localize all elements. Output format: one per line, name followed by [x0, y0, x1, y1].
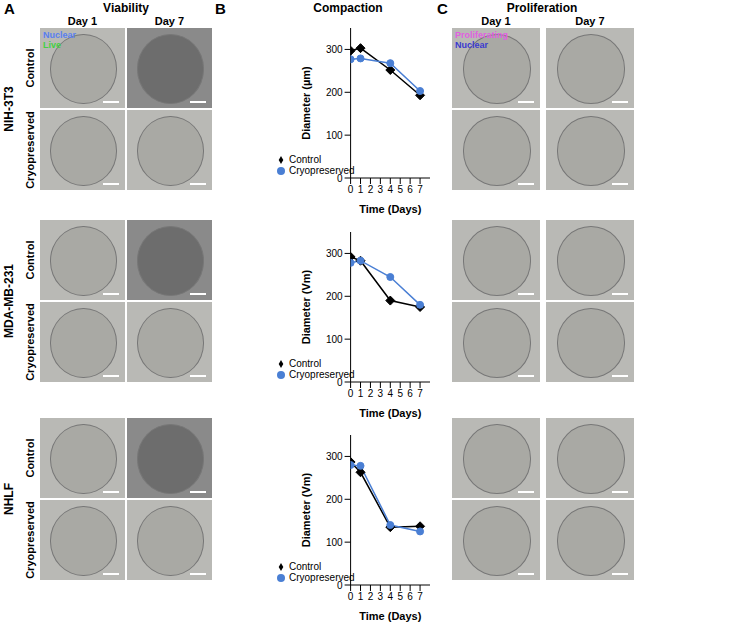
- svg-text:1: 1: [358, 591, 364, 602]
- html-text:Control: Control: [24, 48, 36, 88]
- html-text:Cryopreserved: Cryopreserved: [24, 111, 36, 189]
- svg-text:Diameter (Vm): Diameter (Vm): [300, 472, 312, 547]
- svg-text:Time (Days): Time (Days): [359, 610, 421, 622]
- svg-text:Diameter (Vm): Diameter (Vm): [300, 269, 312, 344]
- svg-text:3: 3: [378, 388, 384, 399]
- html-text:Cryopreserved: Cryopreserved: [289, 572, 355, 583]
- svg-text:100: 100: [326, 537, 343, 548]
- svg-text:3: 3: [378, 184, 384, 195]
- html-text:Viability: Viability: [103, 1, 149, 15]
- svg-text:Diameter (µm): Diameter (µm): [300, 66, 312, 140]
- html-text:Nuclear: Nuclear: [455, 40, 488, 50]
- html-text:A: A: [4, 0, 15, 17]
- svg-text:4: 4: [388, 388, 394, 399]
- html-text:Proliferating: Proliferating: [455, 30, 508, 40]
- svg-text:3: 3: [378, 591, 384, 602]
- svg-text:1: 1: [358, 388, 364, 399]
- html-text:MDA-MB-231: MDA-MB-231: [2, 264, 16, 338]
- html-text:Proliferation: Proliferation: [506, 1, 578, 15]
- svg-text:5: 5: [397, 184, 403, 195]
- html-text:Control: Control: [289, 154, 322, 165]
- html-text:Control: Control: [24, 240, 36, 280]
- svg-text:Time (Days): Time (Days): [359, 203, 421, 215]
- svg-text:6: 6: [407, 388, 413, 399]
- html-text:Cryopreserved: Cryopreserved: [24, 501, 36, 579]
- svg-text:200: 200: [326, 291, 343, 302]
- html-text:Cryopreserved: Cryopreserved: [289, 165, 355, 176]
- svg-text:7: 7: [417, 184, 423, 195]
- html-text:C: C: [437, 0, 448, 17]
- svg-text:0: 0: [348, 184, 354, 195]
- html-text:Nuclear: Nuclear: [43, 30, 76, 40]
- html-text:Day 1: Day 1: [481, 15, 511, 27]
- svg-text:7: 7: [417, 591, 423, 602]
- html-text:Day 7: Day 7: [575, 15, 605, 27]
- html-text:NIH-3T3: NIH-3T3: [2, 86, 16, 132]
- svg-text:0: 0: [337, 377, 343, 388]
- svg-text:5: 5: [397, 591, 403, 602]
- svg-text:300: 300: [326, 248, 343, 259]
- svg-text:0: 0: [337, 580, 343, 591]
- svg-text:2: 2: [368, 184, 374, 195]
- svg-text:2: 2: [368, 388, 374, 399]
- svg-text:5: 5: [397, 388, 403, 399]
- svg-text:0: 0: [348, 591, 354, 602]
- html-text:Cryopreserved: Cryopreserved: [24, 303, 36, 381]
- html-text:Live: Live: [43, 40, 61, 50]
- svg-text:4: 4: [388, 591, 394, 602]
- svg-text:200: 200: [326, 87, 343, 98]
- html-text:Control: Control: [289, 358, 322, 369]
- svg-text:200: 200: [326, 494, 343, 505]
- svg-text:Time (Days): Time (Days): [359, 407, 421, 419]
- html-text:Control: Control: [24, 438, 36, 478]
- svg-text:1: 1: [358, 184, 364, 195]
- svg-text:300: 300: [326, 451, 343, 462]
- html-text:Day 1: Day 1: [67, 15, 98, 27]
- html-text:NHLF: NHLF: [2, 483, 16, 515]
- html-text:Day 7: Day 7: [154, 15, 185, 27]
- svg-text:4: 4: [388, 184, 394, 195]
- html-text:Control: Control: [289, 561, 322, 572]
- svg-text:2: 2: [368, 591, 374, 602]
- svg-text:0: 0: [337, 173, 343, 184]
- svg-text:7: 7: [417, 388, 423, 399]
- svg-text:100: 100: [326, 334, 343, 345]
- html-text:Cryopreserved: Cryopreserved: [289, 369, 355, 380]
- html-text:B: B: [215, 0, 226, 17]
- svg-text:0: 0: [348, 388, 354, 399]
- svg-text:100: 100: [326, 130, 343, 141]
- svg-text:6: 6: [407, 184, 413, 195]
- html-text:Compaction: Compaction: [313, 1, 383, 15]
- svg-text:300: 300: [326, 44, 343, 55]
- svg-text:6: 6: [407, 591, 413, 602]
